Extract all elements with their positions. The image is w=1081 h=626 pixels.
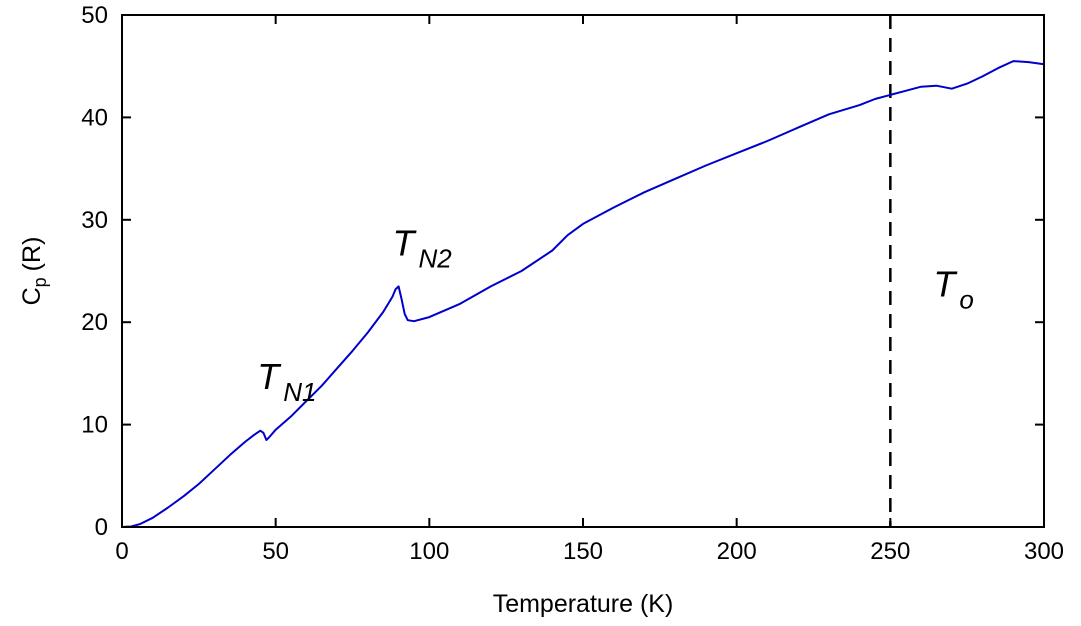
y-tick-label: 50	[81, 2, 108, 29]
y-tick-label: 20	[81, 309, 108, 336]
svg-text:Cp(R): Cp (R)	[18, 237, 50, 306]
x-tick-label: 100	[409, 538, 449, 565]
y-tick-label: 30	[81, 207, 108, 234]
x-tick-label: 300	[1024, 538, 1064, 565]
x-tick-label: 200	[717, 538, 757, 565]
x-tick-label: 50	[262, 538, 289, 565]
series-line-cp	[121, 60, 1045, 528]
x-tick-label: 250	[870, 538, 910, 565]
x-tick-label: 0	[115, 538, 128, 565]
annotation-n2: T N2	[392, 223, 452, 274]
y-axis-title-main: C	[18, 287, 46, 305]
x-tick-label: 150	[563, 538, 603, 565]
annotations: T N1T N2T o	[257, 223, 974, 407]
annotation-sub: N1	[283, 377, 316, 407]
annotation-sub: N2	[418, 244, 452, 274]
x-axis-title: Temperature (K)	[493, 590, 674, 618]
y-axis-title-unit: (R)	[18, 237, 46, 272]
y-tick-label: 40	[81, 104, 108, 131]
y-tick-label: 0	[95, 514, 108, 541]
annotation-sub: o	[959, 285, 973, 315]
annotation-main: T	[392, 223, 417, 264]
x-tick-labels: 0 50 100 150 200 250 300	[115, 538, 1064, 565]
annotation-main: T	[257, 356, 282, 397]
axes-frame	[121, 14, 1045, 528]
annotation-n1: T N1	[257, 356, 316, 407]
y-axis-title-sub: p	[30, 277, 50, 287]
y-tick-label: 10	[81, 412, 108, 439]
annotation-main: T	[933, 264, 958, 305]
series-layer	[121, 60, 1045, 528]
y-axis-title: Cp (R)	[18, 237, 50, 306]
y-tick-labels: 0 10 20 30 40 50	[81, 2, 108, 541]
